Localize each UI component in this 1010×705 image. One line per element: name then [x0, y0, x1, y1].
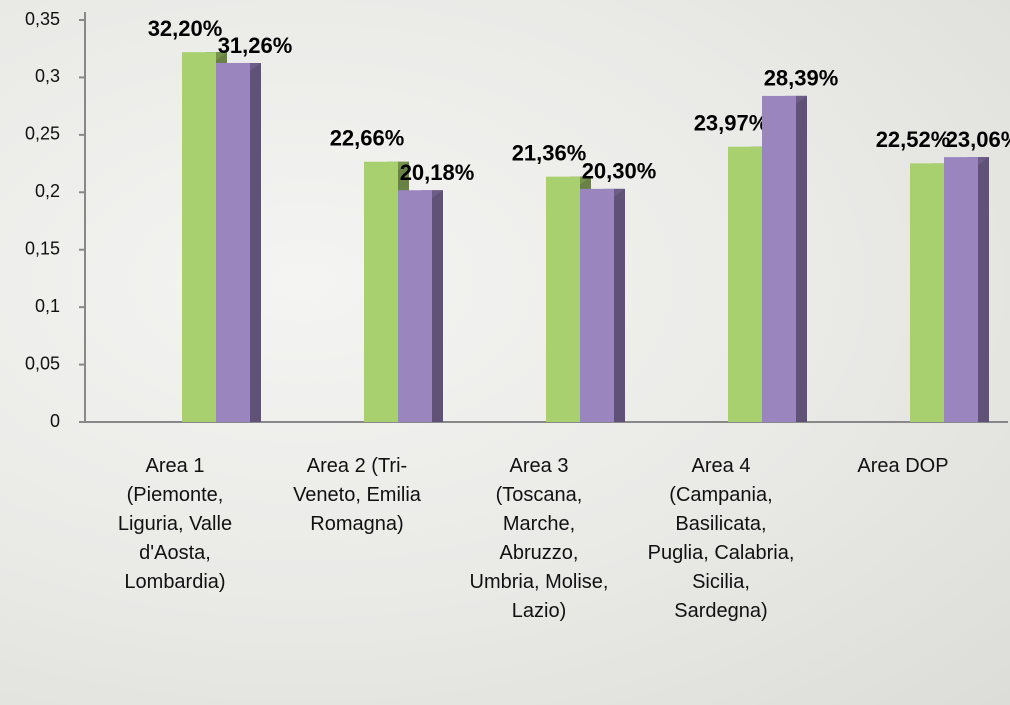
value-label: 28,39%	[764, 66, 839, 91]
bar-side	[432, 190, 443, 422]
bar	[398, 190, 443, 422]
y-tick-label: 0,2	[35, 181, 60, 201]
x-tick-label: Area 4 (Campania, Basilicata, Puglia, Ca…	[647, 455, 795, 622]
bar-front	[546, 176, 580, 422]
y-tick-label: 0,25	[25, 124, 60, 144]
bar-front	[910, 163, 944, 422]
value-label: 23,97%	[694, 110, 769, 135]
bar-side	[796, 95, 807, 423]
value-label: 32,20%	[148, 16, 223, 41]
bar-front	[364, 161, 398, 423]
y-tick-label: 0,3	[35, 66, 60, 86]
x-tick-label: Area DOP	[857, 455, 949, 477]
value-label: 22,66%	[330, 126, 405, 151]
y-tick-label: 0,15	[25, 238, 60, 258]
y-tick-label: 0,1	[35, 296, 60, 316]
value-label: 23,06%	[946, 127, 1010, 152]
bar-front	[216, 62, 250, 422]
bar-front	[398, 190, 432, 422]
bar	[762, 95, 807, 423]
bar-front	[728, 146, 762, 422]
bar-side	[614, 188, 625, 422]
bar	[216, 62, 261, 422]
value-label: 20,30%	[582, 159, 657, 184]
bar-front	[944, 157, 978, 422]
y-tick-label: 0	[50, 411, 60, 431]
y-tick-label: 0,35	[25, 9, 60, 29]
value-label: 31,26%	[218, 33, 293, 58]
x-tick-label: Area 3 (Toscana, Marche, Abruzzo, Umbria…	[469, 455, 609, 622]
bar-front	[762, 95, 796, 423]
value-label: 22,52%	[876, 127, 951, 152]
bar-front	[182, 52, 216, 422]
bar-side	[250, 62, 261, 422]
bar-front	[580, 188, 614, 422]
y-tick-label: 0,05	[25, 353, 60, 373]
bar	[944, 157, 989, 422]
bar	[580, 188, 625, 422]
value-label: 20,18%	[400, 160, 475, 185]
value-label: 21,36%	[512, 140, 587, 165]
x-tick-label: Area 1 (Piemonte, Liguria, Valle d'Aosta…	[117, 455, 233, 593]
x-tick-label: Area 2 (Tri-Veneto, Emilia Romagna)	[293, 455, 421, 535]
bar-side	[978, 157, 989, 422]
